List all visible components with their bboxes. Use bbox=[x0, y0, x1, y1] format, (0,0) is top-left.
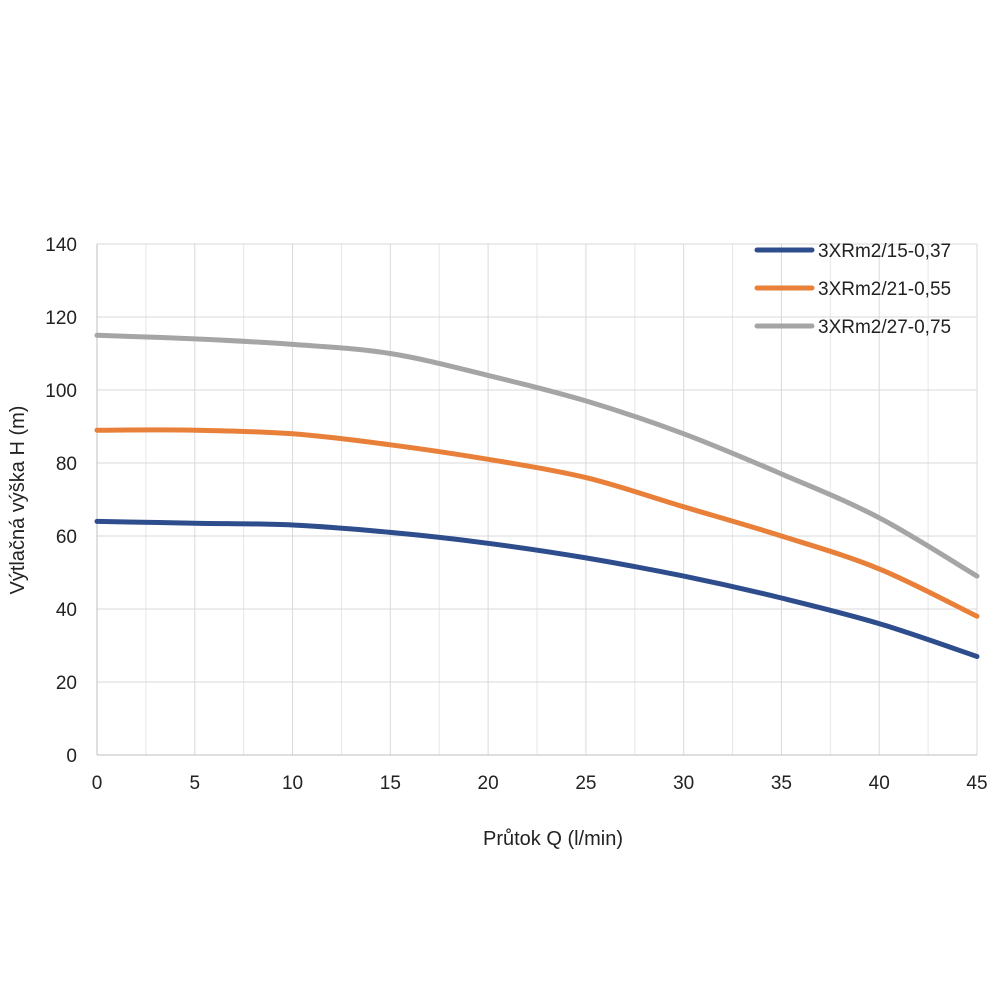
y-tick-label: 100 bbox=[45, 381, 77, 402]
legend-label: 3XRm2/21-0,55 bbox=[818, 279, 951, 300]
x-tick-label: 30 bbox=[673, 773, 694, 794]
series-line-3 bbox=[94, 332, 980, 579]
y-tick-label: 80 bbox=[56, 454, 77, 475]
x-tick-label: 0 bbox=[92, 773, 103, 794]
x-tick-label: 5 bbox=[189, 773, 200, 794]
x-tick-label: 15 bbox=[380, 773, 401, 794]
legend-label: 3XRm2/15-0,37 bbox=[818, 241, 951, 262]
y-tick-label: 140 bbox=[45, 235, 77, 256]
series-line-1 bbox=[94, 518, 980, 659]
x-tick-label: 45 bbox=[966, 773, 987, 794]
legend-label: 3XRm2/27-0,75 bbox=[818, 317, 951, 338]
y-axis-title: Výtlačná výška H (m) bbox=[7, 406, 29, 595]
x-axis-title: Průtok Q (l/min) bbox=[483, 828, 623, 850]
series-lines bbox=[94, 332, 980, 659]
series-line-2 bbox=[94, 427, 980, 619]
y-tick-label: 60 bbox=[56, 527, 77, 548]
x-tick-label: 25 bbox=[575, 773, 596, 794]
x-tick-label: 35 bbox=[771, 773, 792, 794]
y-tick-label: 40 bbox=[56, 600, 77, 621]
x-tick-label: 20 bbox=[478, 773, 499, 794]
legend: 3XRm2/15-0,37 3XRm2/21-0,55 3XRm2/27-0,75 bbox=[754, 241, 951, 338]
x-tick-label: 40 bbox=[869, 773, 890, 794]
axes: 0 5 10 15 20 25 30 35 40 45 0 20 40 60 80 100 120 140 bbox=[45, 235, 987, 794]
y-tick-label: 20 bbox=[56, 673, 77, 694]
x-tick-label: 10 bbox=[282, 773, 303, 794]
y-tick-label: 0 bbox=[66, 746, 77, 767]
y-tick-label: 120 bbox=[45, 308, 77, 329]
